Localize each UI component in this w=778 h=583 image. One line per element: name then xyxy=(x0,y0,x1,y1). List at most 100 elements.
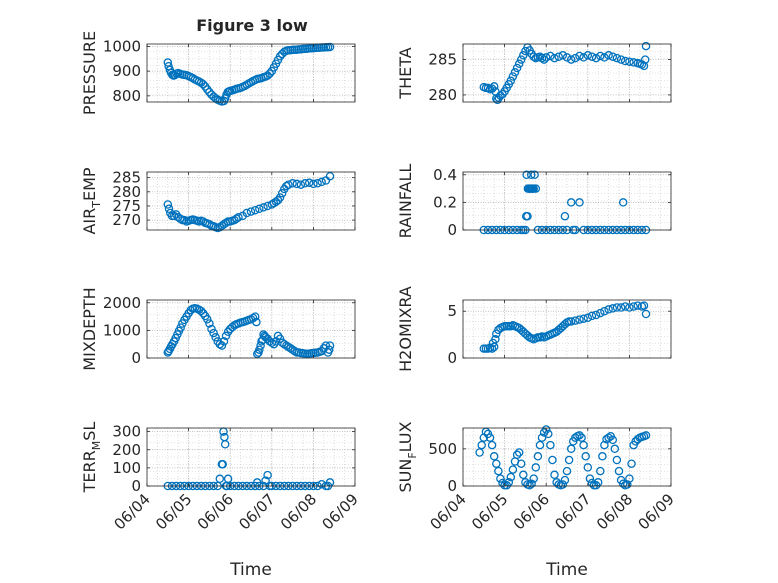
data-point xyxy=(286,344,295,353)
data-point xyxy=(493,95,502,105)
data-point xyxy=(292,179,302,189)
data-point xyxy=(489,82,499,91)
y-axis-label: TERRMSL xyxy=(80,422,103,494)
data-point xyxy=(627,459,636,468)
data-point xyxy=(494,466,503,476)
data-point xyxy=(523,211,532,221)
data-point xyxy=(550,470,559,480)
data-point xyxy=(633,301,642,310)
data-point xyxy=(612,303,622,312)
y-tick-label: 1000 xyxy=(103,321,141,339)
data-point xyxy=(277,188,287,198)
data-point xyxy=(550,53,559,63)
data-point xyxy=(512,63,522,73)
plot-area xyxy=(463,172,671,230)
data-point xyxy=(313,179,322,188)
data-point xyxy=(220,440,230,449)
data-point xyxy=(531,184,541,193)
data-point xyxy=(475,448,484,457)
data-point xyxy=(256,341,265,350)
data-point xyxy=(508,465,518,474)
axes-box xyxy=(146,43,356,103)
data-point xyxy=(620,56,630,66)
figure-title: Figure 3 low xyxy=(196,16,308,35)
data-point xyxy=(608,52,618,61)
data-point xyxy=(533,452,543,461)
data-point xyxy=(625,57,634,66)
data-point xyxy=(209,328,218,338)
y-tick-label: 280 xyxy=(428,86,457,104)
data-point xyxy=(562,466,572,476)
data-point xyxy=(304,178,314,188)
data-point xyxy=(519,470,528,480)
data-point xyxy=(583,313,593,323)
data-point xyxy=(296,180,306,189)
data-point xyxy=(207,324,216,334)
data-point xyxy=(620,302,630,311)
data-point xyxy=(608,435,618,445)
data-point xyxy=(506,76,516,86)
data-point xyxy=(529,52,538,61)
data-point xyxy=(498,478,507,488)
data-point xyxy=(600,440,609,450)
data-point xyxy=(275,334,285,343)
data-point xyxy=(163,200,173,209)
data-point xyxy=(217,341,227,350)
data-point xyxy=(579,314,588,323)
data-point xyxy=(560,475,570,485)
data-point xyxy=(546,51,555,61)
subplot-theta: 280 285 THETA xyxy=(396,41,672,105)
data-point xyxy=(604,305,613,314)
data-point xyxy=(317,177,326,187)
data-point xyxy=(519,51,528,60)
data-point xyxy=(325,42,335,52)
y-axis-label: MIXDEPTH xyxy=(80,287,99,370)
series-markers xyxy=(163,304,335,359)
plot-area xyxy=(147,428,355,486)
data-point xyxy=(514,59,524,69)
data-point xyxy=(596,308,605,318)
data-point xyxy=(506,472,516,482)
axes-box xyxy=(146,171,356,231)
data-point xyxy=(527,479,536,489)
y-tick-label: 800 xyxy=(112,87,141,105)
data-point xyxy=(600,306,609,316)
data-point xyxy=(164,204,174,214)
data-point xyxy=(259,203,268,212)
y-tick-label: 900 xyxy=(112,62,141,80)
data-point xyxy=(562,53,572,62)
data-point xyxy=(587,311,597,321)
data-point xyxy=(176,323,185,332)
y-tick-label: 0 xyxy=(447,349,457,367)
data-point xyxy=(324,345,334,354)
data-point xyxy=(180,215,189,225)
data-point xyxy=(485,433,495,442)
data-point xyxy=(250,205,260,215)
data-point xyxy=(596,466,605,476)
data-point xyxy=(263,71,272,80)
series-markers xyxy=(479,301,651,353)
axes-box xyxy=(462,427,672,487)
y-tick-label: 0 xyxy=(447,477,457,495)
data-point xyxy=(608,304,618,313)
data-point xyxy=(585,474,595,483)
data-point xyxy=(275,52,285,61)
data-point xyxy=(558,480,568,489)
data-point xyxy=(215,474,225,484)
data-point xyxy=(629,58,638,67)
data-point xyxy=(277,338,287,348)
data-point xyxy=(309,179,318,189)
data-point xyxy=(219,337,229,346)
data-point xyxy=(535,440,545,450)
axes-box xyxy=(146,299,356,359)
plot-area xyxy=(463,44,671,102)
y-tick-label: 270 xyxy=(112,211,141,229)
y-axis-label: H2OMIXRA xyxy=(396,286,415,372)
data-point xyxy=(489,452,499,461)
data-point xyxy=(587,52,597,61)
y-tick-label: 200 xyxy=(112,441,141,459)
data-point xyxy=(492,459,501,468)
